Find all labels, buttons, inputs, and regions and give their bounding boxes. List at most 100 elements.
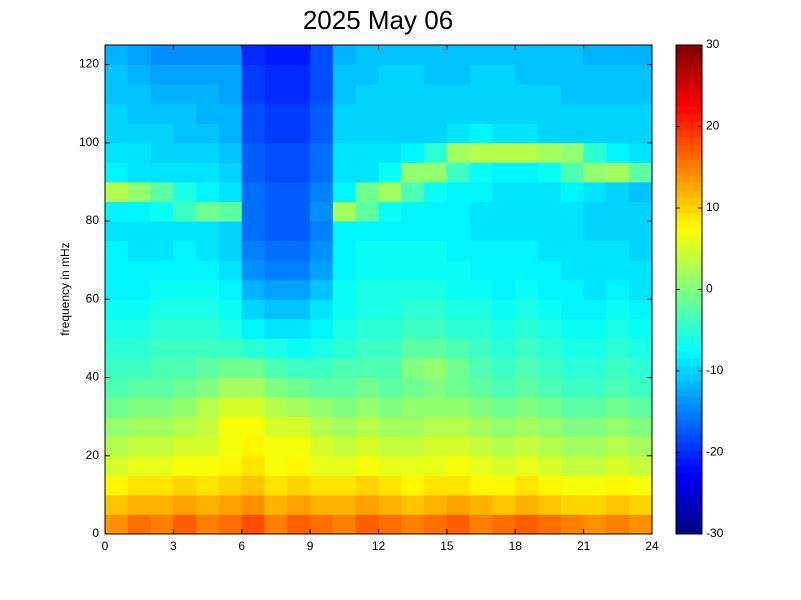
heatmap-cell — [629, 221, 653, 242]
heatmap-cell — [287, 416, 311, 437]
colorbar-swatch — [676, 266, 702, 275]
heatmap-cell — [606, 299, 630, 320]
heatmap-cell — [241, 103, 266, 124]
heatmap-cell — [310, 64, 334, 85]
heatmap-cell — [218, 475, 243, 496]
heatmap-cell — [355, 45, 379, 66]
heatmap-cell — [446, 338, 471, 359]
heatmap-cell — [515, 260, 539, 281]
x-tick-label: 12 — [372, 539, 386, 553]
heatmap-cell — [287, 201, 311, 222]
heatmap-cell — [515, 64, 539, 85]
heatmap-cell — [150, 338, 174, 359]
colorbar-tick-label: -30 — [706, 526, 724, 540]
heatmap-cell — [332, 84, 357, 105]
y-tick-label: 100 — [79, 135, 99, 149]
heatmap-cell — [310, 221, 334, 242]
heatmap-cell — [310, 416, 334, 437]
heatmap-cell — [173, 514, 197, 535]
heatmap-cell — [332, 318, 357, 339]
colorbar-swatch — [676, 449, 702, 459]
heatmap-cell — [173, 455, 197, 476]
heatmap-cell — [287, 162, 311, 183]
heatmap-cell — [424, 181, 448, 202]
heatmap-cell — [401, 162, 425, 183]
heatmap-cell — [127, 455, 152, 476]
heatmap-cell — [424, 299, 448, 320]
heatmap-cell — [310, 123, 334, 144]
heatmap-cell — [378, 279, 402, 300]
x-tick-label: 21 — [577, 539, 591, 553]
colorbar-swatch — [676, 197, 702, 206]
y-tick-label: 40 — [86, 370, 100, 384]
heatmap-cell — [150, 123, 174, 144]
heatmap-cell — [105, 514, 129, 535]
heatmap-cell — [355, 201, 379, 222]
heatmap-cell — [241, 357, 266, 379]
heatmap-cell — [538, 221, 562, 242]
heatmap-cell — [287, 357, 311, 379]
heatmap-cell — [173, 377, 197, 398]
heatmap-cell — [469, 142, 493, 163]
heatmap-cell — [538, 338, 562, 359]
heatmap-cell — [150, 142, 174, 163]
colorbar-swatch — [676, 52, 702, 61]
heatmap-cell — [424, 260, 448, 281]
heatmap-cell — [355, 455, 379, 476]
heatmap-cell — [583, 494, 607, 515]
heatmap-cell — [196, 357, 220, 379]
heatmap-cell — [492, 338, 516, 359]
heatmap-cell — [538, 397, 562, 418]
heatmap-cell — [218, 299, 243, 320]
heatmap-cell — [127, 260, 152, 281]
heatmap-cell — [469, 338, 493, 359]
heatmap-cell — [127, 397, 152, 418]
heatmap-cell — [378, 103, 402, 124]
heatmap-cell — [606, 103, 630, 124]
heatmap-cell — [173, 279, 197, 300]
heatmap-cell — [218, 455, 243, 476]
heatmap-cell — [469, 221, 493, 242]
heatmap-cell — [127, 201, 152, 222]
heatmap-cell — [492, 416, 516, 437]
heatmap-cell — [310, 318, 334, 339]
heatmap-cell — [173, 494, 197, 515]
heatmap-cell — [241, 84, 266, 105]
heatmap-cell — [196, 84, 220, 105]
heatmap-cell — [424, 201, 448, 222]
heatmap-cell — [310, 142, 334, 163]
colorbar-swatch — [676, 228, 702, 237]
heatmap-cell — [310, 357, 334, 379]
heatmap-cell — [264, 514, 288, 535]
heatmap-cell — [218, 221, 243, 242]
heatmap-cell — [424, 397, 448, 418]
heatmap-cell — [378, 475, 402, 496]
heatmap-cell — [560, 514, 585, 535]
heatmap-cell — [378, 162, 402, 183]
heatmap-cell — [127, 299, 152, 320]
heatmap-cell — [173, 103, 197, 124]
heatmap-cell — [492, 64, 516, 85]
heatmap-cell — [105, 318, 129, 339]
heatmap-cell — [127, 514, 152, 535]
heatmap-cell — [560, 103, 585, 124]
heatmap-cell — [196, 318, 220, 339]
heatmap-cell — [629, 240, 653, 261]
heatmap-cell — [469, 123, 493, 144]
heatmap-cell — [583, 123, 607, 144]
heatmap-cell — [401, 318, 425, 339]
heatmap-cell — [150, 279, 174, 300]
heatmap-cell — [492, 123, 516, 144]
x-tick-label: 18 — [509, 539, 523, 553]
heatmap-cell — [196, 416, 220, 437]
heatmap-cell — [401, 455, 425, 476]
heatmap-cell — [310, 260, 334, 281]
heatmap-cell — [583, 103, 607, 124]
heatmap-cell — [469, 416, 493, 437]
heatmap-cell — [105, 84, 129, 105]
heatmap-cell — [150, 45, 174, 66]
heatmap-cell — [424, 318, 448, 339]
heatmap-cell — [401, 397, 425, 418]
heatmap-cell — [560, 240, 585, 261]
heatmap-cell — [378, 494, 402, 515]
